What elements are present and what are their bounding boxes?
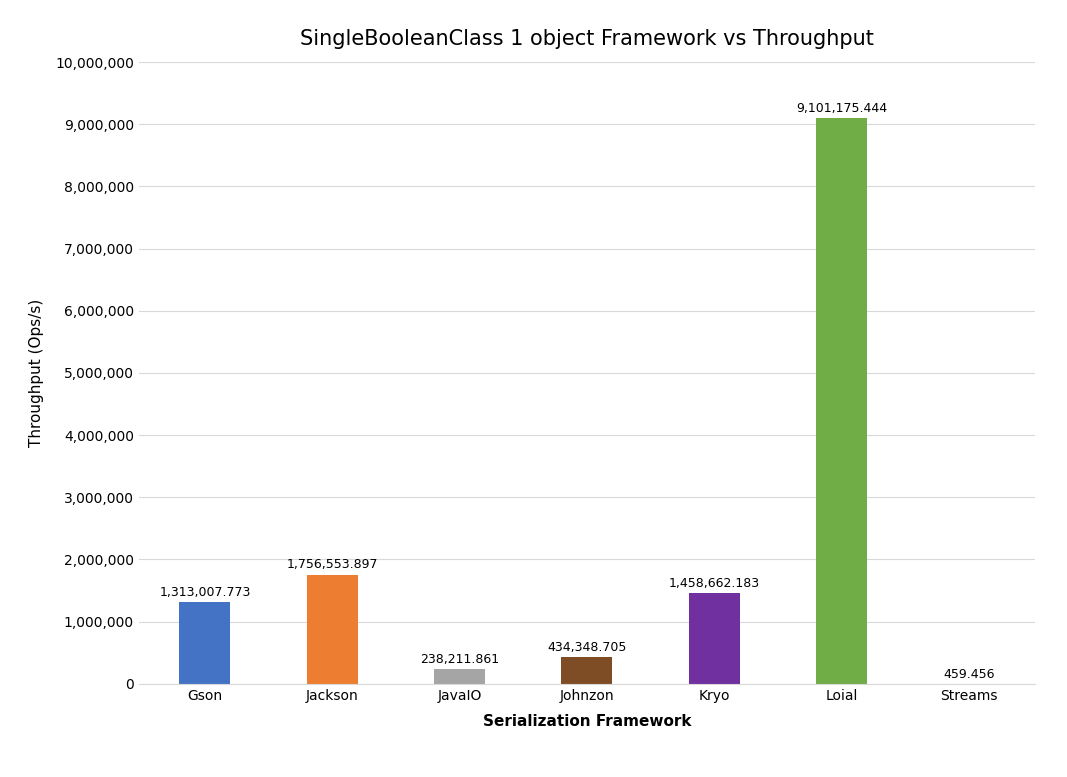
- Bar: [307, 574, 357, 684]
- Text: 1,313,007.773: 1,313,007.773: [159, 586, 251, 599]
- Bar: [434, 669, 485, 684]
- Text: 1,756,553.897: 1,756,553.897: [286, 559, 378, 571]
- Bar: [179, 602, 230, 684]
- Bar: [816, 118, 866, 684]
- Text: 459.456: 459.456: [943, 667, 994, 681]
- Text: 1,458,662.183: 1,458,662.183: [669, 577, 760, 590]
- Title: SingleBooleanClass 1 object Framework vs Throughput: SingleBooleanClass 1 object Framework vs…: [300, 30, 874, 50]
- Text: 238,211.861: 238,211.861: [420, 653, 499, 666]
- Text: 9,101,175.444: 9,101,175.444: [796, 102, 887, 115]
- Text: 434,348.705: 434,348.705: [547, 641, 626, 653]
- Bar: [561, 657, 612, 684]
- Y-axis label: Throughput (Ops/s): Throughput (Ops/s): [29, 299, 44, 447]
- Bar: [688, 593, 739, 684]
- X-axis label: Serialization Framework: Serialization Framework: [482, 714, 691, 729]
